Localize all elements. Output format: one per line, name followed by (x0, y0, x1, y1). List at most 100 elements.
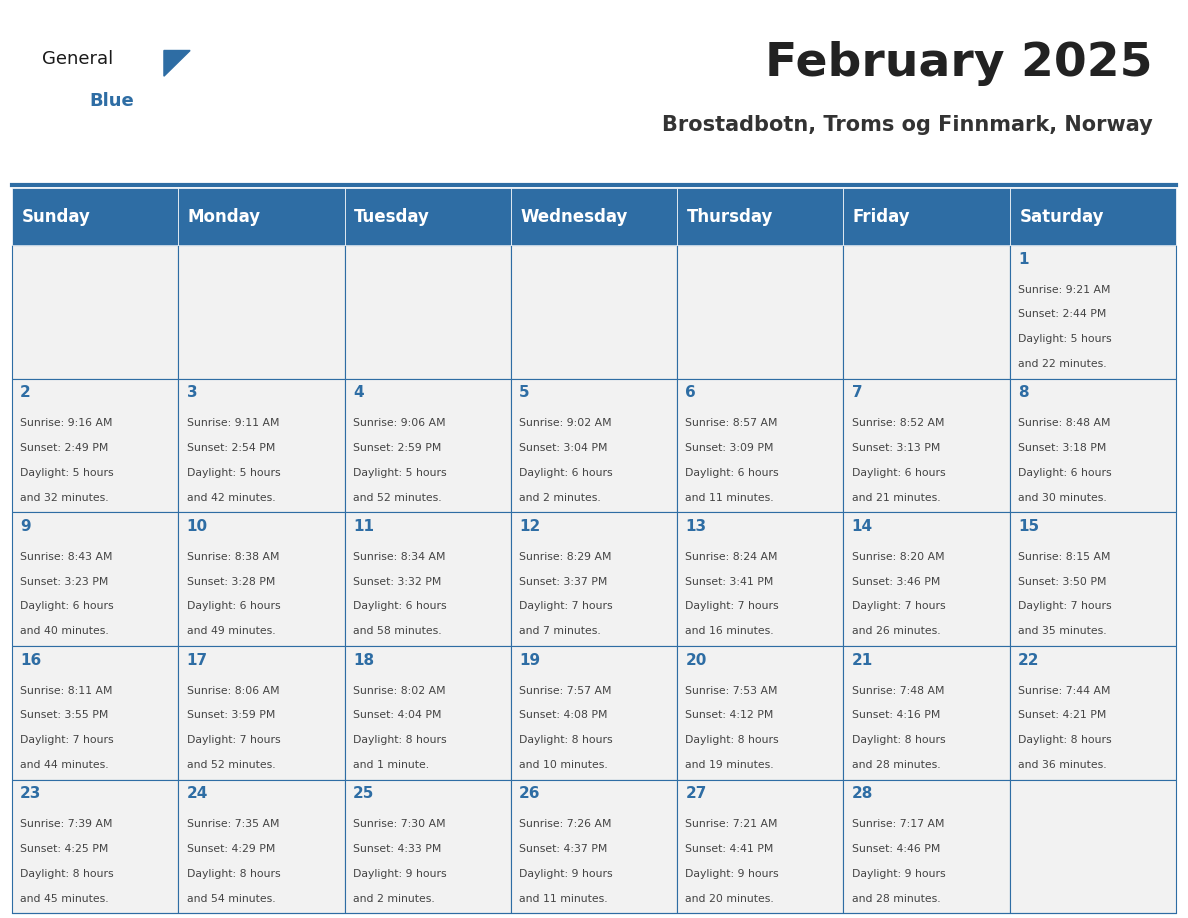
Text: and 45 minutes.: and 45 minutes. (20, 893, 109, 903)
Text: Sunset: 3:59 PM: Sunset: 3:59 PM (187, 711, 274, 721)
Text: and 58 minutes.: and 58 minutes. (353, 626, 442, 636)
Text: and 54 minutes.: and 54 minutes. (187, 893, 276, 903)
Text: Daylight: 8 hours: Daylight: 8 hours (20, 868, 114, 879)
Text: Sunset: 3:04 PM: Sunset: 3:04 PM (519, 443, 607, 453)
Text: Daylight: 6 hours: Daylight: 6 hours (353, 601, 447, 611)
Text: 20: 20 (685, 653, 707, 667)
Text: Friday: Friday (853, 207, 911, 226)
Text: Sunrise: 8:34 AM: Sunrise: 8:34 AM (353, 552, 446, 562)
Text: Daylight: 6 hours: Daylight: 6 hours (187, 601, 280, 611)
Text: Sunset: 4:37 PM: Sunset: 4:37 PM (519, 844, 607, 854)
Text: Sunset: 3:50 PM: Sunset: 3:50 PM (1018, 577, 1106, 587)
Text: 24: 24 (187, 786, 208, 801)
Text: 16: 16 (20, 653, 42, 667)
Bar (1010, 646, 1176, 779)
Text: Sunset: 3:46 PM: Sunset: 3:46 PM (852, 577, 940, 587)
Bar (843, 245, 1010, 379)
Bar (178, 512, 345, 646)
Text: 10: 10 (187, 519, 208, 534)
Text: Daylight: 6 hours: Daylight: 6 hours (20, 601, 114, 611)
Text: and 52 minutes.: and 52 minutes. (353, 493, 442, 502)
Text: Daylight: 5 hours: Daylight: 5 hours (20, 468, 114, 477)
Text: Sunset: 4:04 PM: Sunset: 4:04 PM (353, 711, 441, 721)
Text: 1: 1 (1018, 252, 1029, 266)
Text: Sunrise: 9:02 AM: Sunrise: 9:02 AM (519, 419, 612, 428)
Text: Sunset: 2:59 PM: Sunset: 2:59 PM (353, 443, 441, 453)
Text: 19: 19 (519, 653, 541, 667)
Text: Sunset: 4:21 PM: Sunset: 4:21 PM (1018, 711, 1106, 721)
Text: and 21 minutes.: and 21 minutes. (852, 493, 941, 502)
Text: Sunrise: 8:24 AM: Sunrise: 8:24 AM (685, 552, 778, 562)
Text: and 22 minutes.: and 22 minutes. (1018, 359, 1107, 369)
Text: Daylight: 5 hours: Daylight: 5 hours (353, 468, 447, 477)
Text: 27: 27 (685, 786, 707, 801)
Text: Daylight: 6 hours: Daylight: 6 hours (852, 468, 946, 477)
Text: Sunset: 4:08 PM: Sunset: 4:08 PM (519, 711, 607, 721)
Text: Sunset: 3:32 PM: Sunset: 3:32 PM (353, 577, 441, 587)
Bar (345, 779, 511, 913)
Bar (843, 512, 1010, 646)
Text: Sunset: 3:28 PM: Sunset: 3:28 PM (187, 577, 274, 587)
Text: and 28 minutes.: and 28 minutes. (852, 893, 941, 903)
Text: and 36 minutes.: and 36 minutes. (1018, 760, 1107, 770)
Text: Sunrise: 9:16 AM: Sunrise: 9:16 AM (20, 419, 113, 428)
Text: Daylight: 8 hours: Daylight: 8 hours (685, 735, 779, 745)
Text: and 52 minutes.: and 52 minutes. (187, 760, 276, 770)
Bar (511, 245, 677, 379)
Text: and 16 minutes.: and 16 minutes. (685, 626, 775, 636)
Bar (345, 379, 511, 512)
Text: and 7 minutes.: and 7 minutes. (519, 626, 601, 636)
Text: Sunset: 4:33 PM: Sunset: 4:33 PM (353, 844, 441, 854)
Text: Sunrise: 7:57 AM: Sunrise: 7:57 AM (519, 686, 612, 696)
Text: Daylight: 5 hours: Daylight: 5 hours (187, 468, 280, 477)
Text: Sunrise: 8:48 AM: Sunrise: 8:48 AM (1018, 419, 1111, 428)
Bar (511, 379, 677, 512)
Text: Daylight: 7 hours: Daylight: 7 hours (685, 601, 779, 611)
Text: Sunset: 4:41 PM: Sunset: 4:41 PM (685, 844, 773, 854)
Text: 22: 22 (1018, 653, 1040, 667)
Bar (511, 779, 677, 913)
Text: Sunrise: 9:21 AM: Sunrise: 9:21 AM (1018, 285, 1111, 295)
Bar (12, 245, 178, 379)
Text: and 10 minutes.: and 10 minutes. (519, 760, 608, 770)
Text: Sunrise: 8:38 AM: Sunrise: 8:38 AM (187, 552, 279, 562)
Bar (511, 512, 677, 646)
Text: 12: 12 (519, 519, 541, 534)
Text: Daylight: 9 hours: Daylight: 9 hours (685, 868, 779, 879)
Text: 23: 23 (20, 786, 42, 801)
Text: 2: 2 (20, 386, 31, 400)
Bar (843, 188, 1010, 245)
Polygon shape (164, 50, 190, 76)
Bar (12, 188, 178, 245)
Bar (178, 779, 345, 913)
Text: Sunset: 3:13 PM: Sunset: 3:13 PM (852, 443, 940, 453)
Text: Daylight: 8 hours: Daylight: 8 hours (1018, 735, 1112, 745)
Text: Sunrise: 8:11 AM: Sunrise: 8:11 AM (20, 686, 113, 696)
Text: Sunset: 3:18 PM: Sunset: 3:18 PM (1018, 443, 1106, 453)
Text: and 11 minutes.: and 11 minutes. (519, 893, 608, 903)
Text: Daylight: 7 hours: Daylight: 7 hours (187, 735, 280, 745)
Bar (677, 512, 843, 646)
Text: Sunset: 2:44 PM: Sunset: 2:44 PM (1018, 309, 1106, 319)
Bar (178, 646, 345, 779)
Text: Daylight: 6 hours: Daylight: 6 hours (685, 468, 779, 477)
Text: Daylight: 7 hours: Daylight: 7 hours (852, 601, 946, 611)
Text: Sunday: Sunday (21, 207, 90, 226)
Text: 13: 13 (685, 519, 707, 534)
Text: Daylight: 8 hours: Daylight: 8 hours (187, 868, 280, 879)
Bar (511, 646, 677, 779)
Text: and 42 minutes.: and 42 minutes. (187, 493, 276, 502)
Text: Tuesday: Tuesday (354, 207, 430, 226)
Text: and 35 minutes.: and 35 minutes. (1018, 626, 1107, 636)
Text: Sunset: 3:37 PM: Sunset: 3:37 PM (519, 577, 607, 587)
Text: Sunset: 4:46 PM: Sunset: 4:46 PM (852, 844, 940, 854)
Text: and 28 minutes.: and 28 minutes. (852, 760, 941, 770)
Bar (345, 245, 511, 379)
Text: Daylight: 5 hours: Daylight: 5 hours (1018, 334, 1112, 344)
Text: 11: 11 (353, 519, 374, 534)
Text: Sunrise: 8:57 AM: Sunrise: 8:57 AM (685, 419, 778, 428)
Text: Daylight: 9 hours: Daylight: 9 hours (852, 868, 946, 879)
Bar (677, 646, 843, 779)
Text: Daylight: 6 hours: Daylight: 6 hours (1018, 468, 1112, 477)
Text: Sunset: 2:54 PM: Sunset: 2:54 PM (187, 443, 274, 453)
